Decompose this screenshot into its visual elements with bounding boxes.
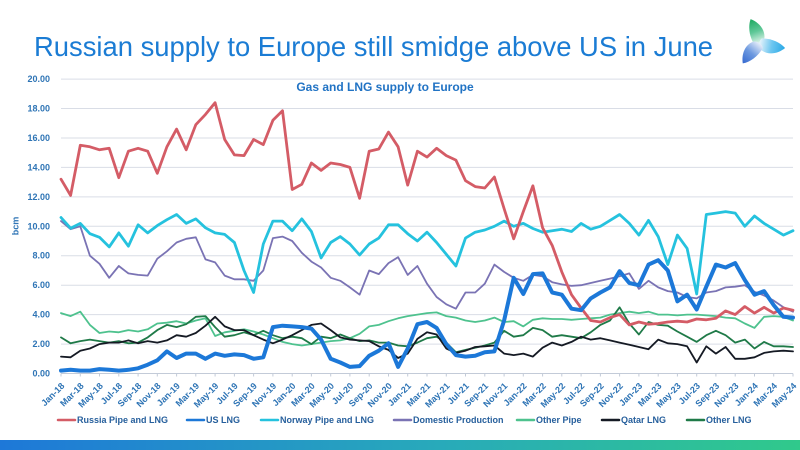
svg-text:0.00: 0.00 (32, 369, 50, 379)
svg-text:18.00: 18.00 (27, 104, 50, 114)
svg-text:Russia Pipe and LNG: Russia Pipe and LNG (77, 415, 168, 425)
svg-text:12.00: 12.00 (27, 192, 50, 202)
svg-text:14.00: 14.00 (27, 162, 50, 172)
svg-text:20.00: 20.00 (27, 74, 50, 84)
svg-text:8.00: 8.00 (32, 251, 50, 261)
svg-text:Russian supply to Europe still: Russian supply to Europe still smidge ab… (34, 31, 713, 62)
svg-text:Domestic Production: Domestic Production (413, 415, 504, 425)
svg-text:Other Pipe: Other Pipe (536, 415, 582, 425)
svg-text:Norway Pipe and LNG: Norway Pipe and LNG (280, 415, 374, 425)
svg-text:Gas and LNG supply to Europe: Gas and LNG supply to Europe (296, 80, 474, 94)
svg-text:6.00: 6.00 (32, 280, 50, 290)
svg-text:bcm: bcm (11, 217, 21, 236)
svg-text:Qatar LNG: Qatar LNG (621, 415, 666, 425)
svg-text:4.00: 4.00 (32, 310, 50, 320)
svg-text:10.00: 10.00 (27, 221, 50, 231)
svg-text:16.00: 16.00 (27, 133, 50, 143)
svg-text:2.00: 2.00 (32, 339, 50, 349)
svg-text:US LNG: US LNG (206, 415, 240, 425)
svg-text:Other LNG: Other LNG (706, 415, 752, 425)
